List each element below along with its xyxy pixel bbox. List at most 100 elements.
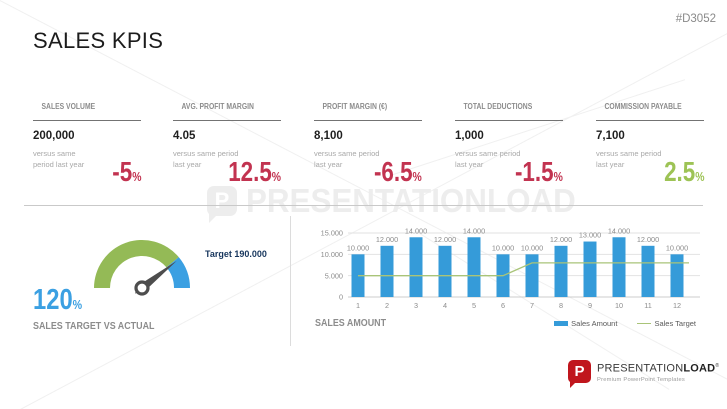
kpi-divider [314, 120, 422, 121]
kpi-change-number: 12.5 [228, 156, 272, 187]
target-label: Target 190.000 [205, 249, 267, 259]
legend-item-sales-target: Sales Target [637, 319, 696, 328]
brand-prefix: PRESENTATION [597, 363, 683, 375]
registered-mark: ® [715, 363, 719, 369]
percent-sign: % [132, 169, 141, 184]
gauge-value-number: 120 [33, 284, 73, 316]
bar-chart: 0 5.000 10.000 15.000 10.000 1 12.000 2 14.000 3 1… [310, 218, 708, 314]
brand-logo: P PRESENTATIONLOAD® Premium PowerPoint T… [568, 360, 719, 383]
percent-sign: % [413, 169, 422, 184]
brand-text: PRESENTATIONLOAD® Premium PowerPoint Tem… [597, 360, 719, 383]
bar [439, 246, 452, 297]
horizontal-divider [24, 205, 703, 206]
kpi-divider [455, 120, 563, 121]
brand-tagline: Premium PowerPoint Templates [597, 377, 719, 383]
bar-value-label: 10.000 [666, 243, 688, 252]
doc-id: #D3052 [676, 13, 716, 25]
bar-chart-panel: 0 5.000 10.000 15.000 10.000 1 12.000 2 14.000 3 1… [310, 218, 710, 353]
chart-legend: Sales Amount Sales Target [554, 319, 696, 328]
kpi-change-number: -6.5 [374, 156, 413, 187]
legend-item-sales-amount: Sales Amount [554, 319, 617, 328]
kpi-title: TOTAL DEDUCTIONS [455, 102, 547, 112]
percent-sign: % [554, 169, 563, 184]
x-axis-tick-label: 3 [414, 301, 418, 310]
bar-value-label: 13.000 [579, 231, 601, 240]
x-axis-tick-label: 9 [588, 301, 592, 310]
kpi-value: 8,100 [314, 129, 422, 143]
legend-label: Sales Target [654, 319, 696, 328]
bar-value-label: 10.000 [347, 243, 369, 252]
target-line [358, 263, 689, 276]
y-axis-tick-label: 15.000 [321, 229, 343, 238]
y-axis-tick-label: 0 [339, 293, 343, 302]
kpi-column-avg-profit-margin: AVG. PROFIT MARGIN 4.05 versus same peri… [173, 102, 281, 191]
kpi-change-number: 2.5 [664, 156, 695, 187]
x-axis-tick-label: 12 [673, 301, 681, 310]
bar [584, 242, 597, 297]
gauge-needle-hub [136, 282, 148, 294]
kpi-title: AVG. PROFIT MARGIN [173, 102, 265, 112]
page-title: SALES KPIS [33, 28, 163, 54]
bar [468, 237, 481, 297]
bar [410, 237, 423, 297]
x-axis-tick-label: 1 [356, 301, 360, 310]
kpi-title: SALES VOLUME [33, 102, 125, 112]
bar [555, 246, 568, 297]
kpi-column-commission-payable: COMMISSION PAYABLE 7,100 versus same per… [596, 102, 704, 191]
kpi-title: PROFIT MARGIN (€) [314, 102, 406, 112]
kpi-value: 1,000 [455, 129, 563, 143]
kpi-value: 4.05 [173, 129, 281, 143]
slide: P PRESENTATIONLOAD #D3052 SALES KPIS SAL… [0, 0, 727, 409]
kpi-title: COMMISSION PAYABLE [596, 102, 688, 112]
bar [671, 254, 684, 297]
percent-sign: % [73, 297, 82, 312]
kpi-value: 7,100 [596, 129, 704, 143]
kpi-divider [33, 120, 141, 121]
x-axis-tick-label: 4 [443, 301, 447, 310]
y-axis-tick-label: 5.000 [325, 271, 343, 280]
chart-section-label: SALES AMOUNT [315, 317, 386, 329]
gauge-value: 120% [33, 286, 93, 319]
bar-value-label: 12.000 [637, 235, 659, 244]
bar [381, 246, 394, 297]
x-axis-tick-label: 5 [472, 301, 476, 310]
x-axis-tick-label: 8 [559, 301, 563, 310]
kpi-column-sales-volume: SALES VOLUME 200,000 versus same period … [33, 102, 141, 191]
x-axis-tick-label: 2 [385, 301, 389, 310]
bar [526, 254, 539, 297]
bar-value-label: 14.000 [608, 226, 630, 235]
gauge-segment-actual [94, 240, 179, 288]
legend-swatch-bar [554, 321, 568, 326]
brand-name: PRESENTATIONLOAD® [597, 360, 719, 376]
brand-p-icon: P [568, 360, 591, 383]
legend-label: Sales Amount [571, 319, 617, 328]
percent-sign: % [272, 169, 281, 184]
bar [642, 246, 655, 297]
bar [613, 237, 626, 297]
gauge-section-label: SALES TARGET VS ACTUAL [33, 320, 154, 332]
bar-value-label: 14.000 [405, 226, 427, 235]
gauge-chart [80, 228, 204, 298]
kpi-divider [596, 120, 704, 121]
watermark-p-letter: P [215, 190, 230, 212]
bar-value-label: 10.000 [492, 243, 514, 252]
kpi-divider [173, 120, 281, 121]
bar-value-label: 12.000 [550, 235, 572, 244]
x-axis-tick-label: 7 [530, 301, 534, 310]
legend-swatch-line [637, 323, 651, 325]
brand-p-letter: P [574, 364, 584, 379]
y-axis-tick-label: 10.000 [321, 250, 343, 259]
x-axis-tick-label: 10 [615, 301, 623, 310]
kpi-change-number: -5 [112, 156, 132, 187]
kpi-value: 200,000 [33, 129, 141, 143]
kpi-change-number: -1.5 [515, 156, 554, 187]
vertical-divider [290, 216, 291, 346]
x-axis-tick-label: 11 [644, 301, 652, 310]
kpi-column-total-deductions: TOTAL DEDUCTIONS 1,000 versus same perio… [455, 102, 563, 191]
brand-suffix: LOAD [683, 363, 715, 375]
kpi-column-profit-margin-eur: PROFIT MARGIN (€) 8,100 versus same peri… [314, 102, 422, 191]
bar-value-label: 14.000 [463, 226, 485, 235]
bar-value-label: 10.000 [521, 243, 543, 252]
bar-value-label: 12.000 [434, 235, 456, 244]
x-axis-tick-label: 6 [501, 301, 505, 310]
